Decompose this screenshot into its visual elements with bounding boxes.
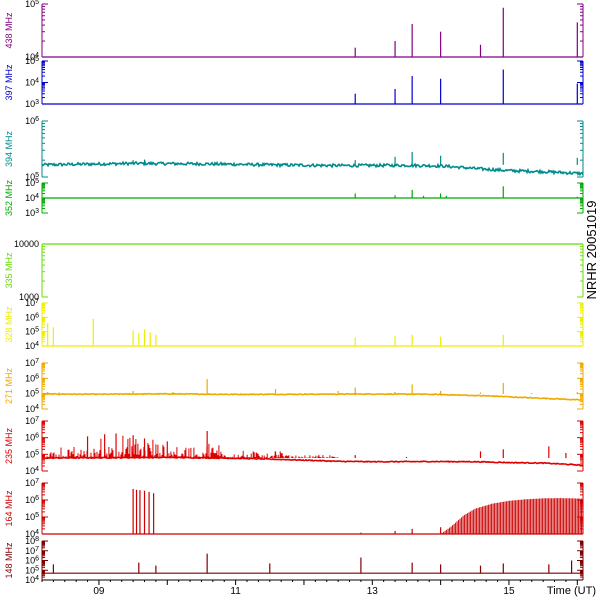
frequency-label: 397 MHz	[4, 64, 14, 101]
time-tick-label: 11	[230, 586, 241, 597]
frequency-label: 394 MHz	[4, 130, 14, 167]
panel-164-mhz: 107 106 105 104 164 MHz	[4, 478, 584, 539]
panel-397-mhz: 105 104 103 397 MHz	[4, 56, 584, 109]
burst-activity	[98, 435, 156, 458]
panel-335-mhz: 10000 1000 335 MHz	[4, 239, 584, 302]
y-tick-label: 104	[25, 466, 39, 476]
burst-activity	[223, 450, 287, 458]
frequency-label: 438 MHz	[4, 12, 14, 49]
burst-activity	[41, 445, 99, 458]
y-tick-label: 107	[25, 298, 39, 308]
y-tick-label: 106	[25, 495, 39, 505]
y-tick-label: 104	[25, 529, 39, 539]
y-tick-label: 103	[25, 208, 39, 218]
frequency-label: 235 MHz	[4, 427, 14, 464]
y-tick-label: 106	[25, 556, 39, 566]
panel-328-mhz: 107 106 105 104 328 MHz	[4, 298, 584, 351]
panel-438-mhz: 105 104 438 MHz	[4, 0, 584, 62]
y-tick-label: 10000	[14, 239, 39, 249]
frequency-label: 271 MHz	[4, 367, 14, 404]
y-tick-label: 106	[25, 433, 39, 443]
time-axis-title: Time (UT)	[547, 585, 596, 597]
y-tick-label: 108	[25, 536, 39, 546]
y-tick-label: 106	[25, 312, 39, 322]
y-tick-label: 107	[25, 546, 39, 556]
y-tick-label: 105	[25, 172, 39, 182]
y-tick-label: 107	[25, 416, 39, 426]
panel-352-mhz: 105 104 103 352 MHz	[4, 178, 584, 218]
y-tick-label: 107	[25, 478, 39, 488]
y-tick-label: 105	[25, 512, 39, 522]
data-series-line	[41, 456, 584, 467]
frequency-label: 164 MHz	[4, 490, 14, 527]
y-tick-label: 107	[25, 358, 39, 368]
frequency-label: 335 MHz	[4, 252, 14, 289]
y-tick-label: 103	[25, 99, 39, 109]
y-tick-label: 105	[25, 178, 39, 188]
panel-271-mhz: 107 106 105 104 271 MHz	[4, 358, 584, 414]
y-tick-label: 106	[25, 373, 39, 383]
data-series-line	[41, 392, 583, 401]
y-tick-label: 105	[25, 389, 39, 399]
y-tick-label: 105	[25, 56, 39, 66]
y-tick-label: 104	[25, 78, 39, 88]
time-tick-label: 09	[93, 586, 105, 597]
burst-activity	[286, 454, 339, 458]
y-tick-label: 104	[25, 193, 39, 203]
envelope-fill	[441, 498, 583, 534]
frequency-label: 328 MHz	[4, 306, 14, 343]
time-tick-label: 13	[367, 586, 379, 597]
burst-activity	[155, 443, 225, 458]
time-tick-label: 15	[503, 586, 515, 597]
y-tick-label: 105	[25, 327, 39, 337]
y-tick-label: 1000	[19, 292, 39, 302]
y-tick-label: 105	[25, 449, 39, 459]
y-tick-label: 104	[25, 52, 39, 62]
y-tick-label: 105	[25, 565, 39, 575]
y-tick-label: 104	[25, 575, 39, 585]
data-series-line	[41, 160, 584, 177]
y-tick-label: 105	[25, 0, 39, 9]
frequency-label: 352 MHz	[4, 179, 14, 216]
panel-235-mhz: 107 106 105 104 235 MHz	[4, 416, 584, 476]
y-tick-label: 106	[25, 116, 39, 126]
station-date-label: NRHR 20051019	[584, 200, 599, 299]
panel-394-mhz: 106 105 394 MHz	[4, 116, 584, 182]
y-tick-label: 104	[25, 404, 39, 414]
frequency-label: 148 MHz	[4, 542, 14, 579]
y-tick-label: 104	[25, 341, 39, 351]
